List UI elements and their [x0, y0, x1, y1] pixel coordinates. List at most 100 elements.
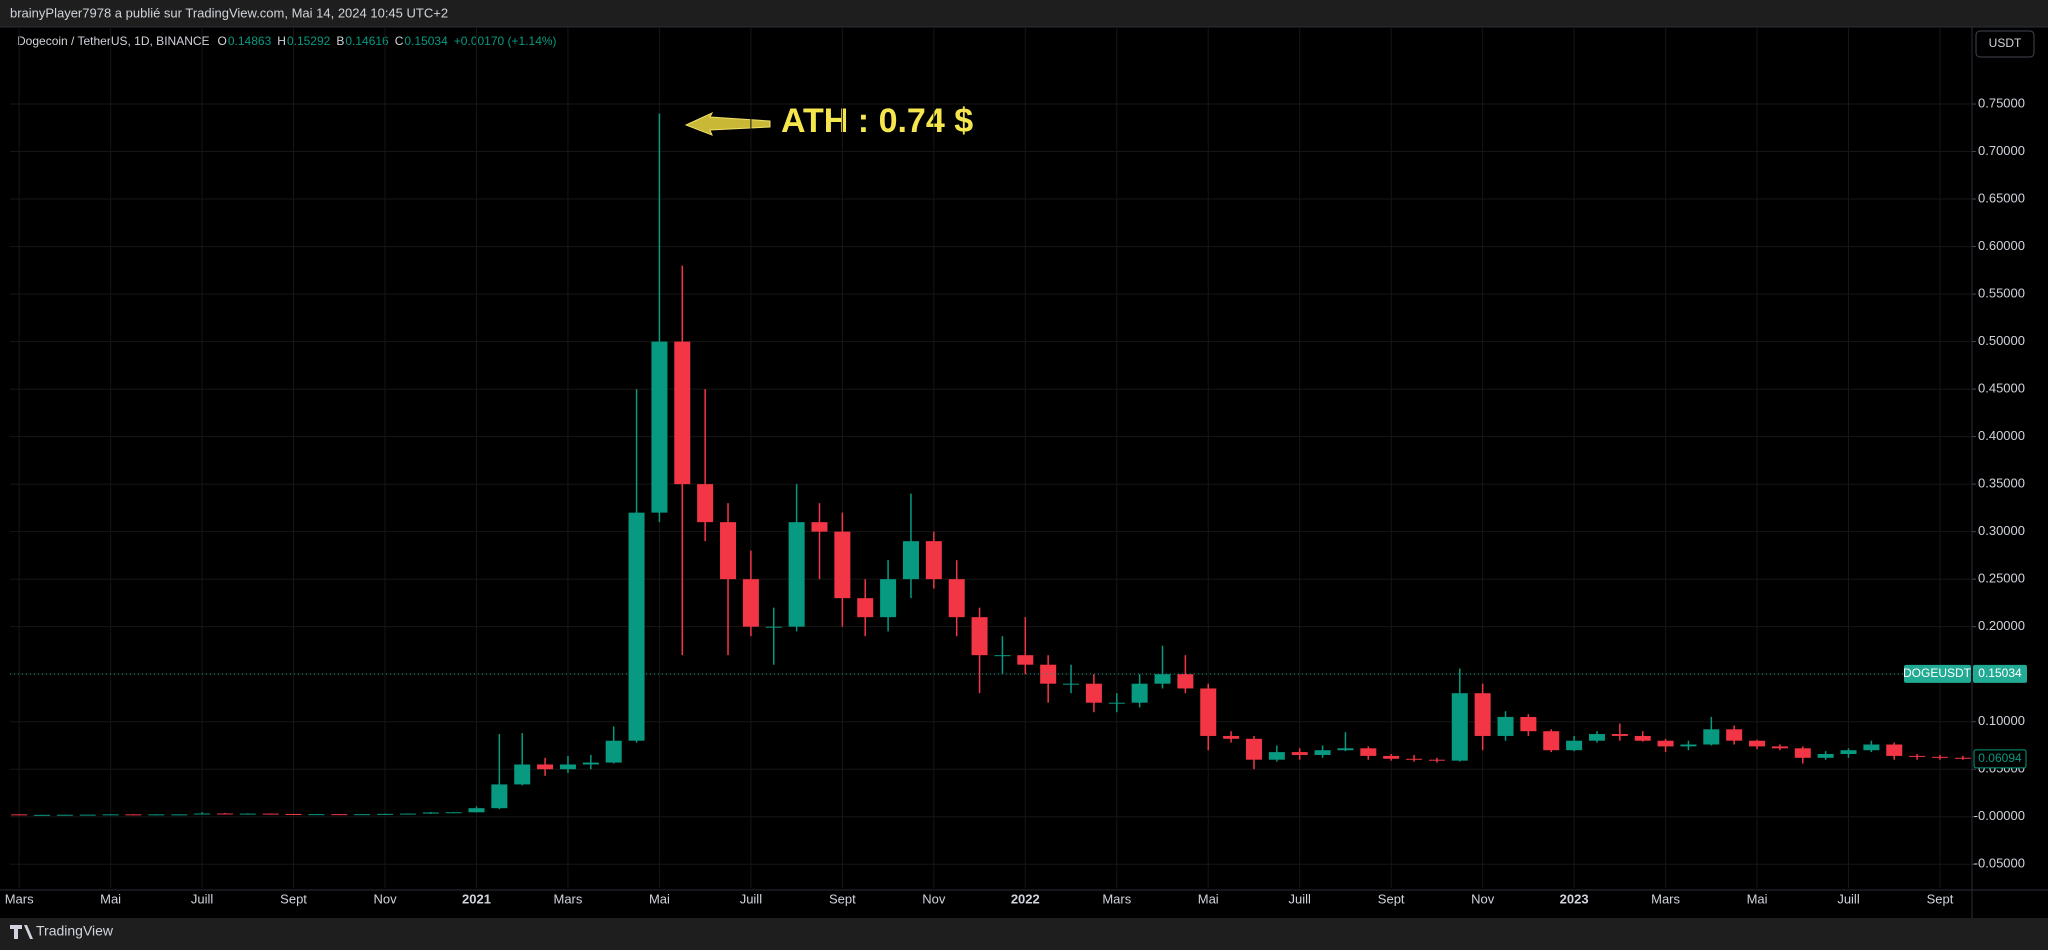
candle-body [1520, 716, 1537, 732]
candle-body [194, 813, 211, 815]
candle-body [1657, 740, 1674, 747]
candle-body [308, 814, 325, 816]
symbol-tag-label: DOGEUSDT [1903, 666, 1972, 680]
candle-body [971, 617, 988, 656]
candle-body [1040, 664, 1057, 684]
candle-body [1108, 702, 1125, 704]
candle-body [262, 813, 279, 815]
candle-body [377, 813, 394, 815]
y-tick-label: 0.70000 [1978, 143, 2025, 158]
candle-body [331, 814, 348, 816]
candle-body [1497, 716, 1514, 736]
candle-body [1886, 744, 1903, 756]
x-tick-label: Sept [280, 891, 307, 906]
x-tick-label: Mai [1747, 891, 1768, 906]
candle-body [1931, 756, 1948, 758]
candle-body [1749, 740, 1766, 747]
candle-body [171, 814, 188, 816]
currency-label: USDT [1989, 36, 2022, 50]
candle-body [674, 341, 691, 485]
x-tick-label: Nov [922, 891, 946, 906]
x-tick-label: Juill [1837, 891, 1860, 906]
footer-brand: TradingView [36, 923, 114, 939]
x-tick-label: Juill [1289, 891, 1312, 906]
candle-body [1794, 748, 1811, 758]
candle-body [1291, 752, 1308, 755]
ohlc-value: 0.15034 [404, 34, 448, 48]
candle-body [651, 341, 668, 513]
candle-body [148, 814, 165, 816]
candle-body [1474, 693, 1491, 736]
y-tick-label: 0.45000 [1978, 381, 2025, 396]
x-tick-label: Juill [740, 891, 763, 906]
candle-body [285, 813, 302, 815]
y-tick-label: 0.75000 [1978, 95, 2025, 110]
candle-body [491, 784, 508, 809]
candle-body [1680, 744, 1697, 747]
currency-button[interactable] [1975, 30, 2035, 58]
x-tick-label: 2023 [1560, 891, 1589, 906]
candle-body [925, 541, 942, 580]
y-tick-label: 0.65000 [1978, 190, 2025, 205]
candle-body [399, 813, 416, 815]
candle-body [1017, 655, 1034, 665]
symbol-tag [1904, 664, 1971, 683]
x-tick-label: Mai [100, 891, 121, 906]
candle-body [1840, 750, 1857, 755]
x-tick-label: Sept [1927, 891, 1954, 906]
candle-body [1588, 734, 1605, 741]
candle-body [1909, 755, 1926, 757]
ohlc-label: O [218, 34, 227, 48]
candle-body [422, 812, 439, 814]
y-tick-label: 0.50000 [1978, 333, 2025, 348]
candle-body [1703, 729, 1720, 745]
candle-body [1863, 744, 1880, 751]
candle-body [445, 812, 462, 814]
x-tick-label: Mai [649, 891, 670, 906]
candle-body [1634, 735, 1651, 741]
legend: Dogecoin / TetherUS, 1D, BINANCE O 0.14863… [17, 34, 557, 48]
candle-body [1131, 683, 1148, 703]
ohlc-label: B [336, 34, 344, 48]
candle-body [1566, 740, 1583, 751]
candle-body [1451, 693, 1468, 761]
ohlc-label: H [277, 34, 286, 48]
candle-body [1200, 688, 1217, 736]
candle-body [1063, 683, 1080, 685]
candle-body [1268, 752, 1285, 760]
y-tick-label: 0.10000 [1978, 713, 2025, 728]
candle-body [811, 522, 828, 532]
candle-body [720, 522, 737, 580]
candle-body [1428, 759, 1445, 761]
marker-tag [1973, 749, 2027, 769]
x-tick-label: Sept [829, 891, 856, 906]
candle-body [56, 814, 73, 816]
candle-body [697, 484, 714, 523]
candle-body [1543, 731, 1560, 751]
candle-body [902, 541, 919, 580]
candle-body [216, 813, 233, 815]
annotation-arrow [684, 111, 771, 136]
candle-body [1314, 750, 1331, 755]
top-bar [0, 0, 2048, 27]
x-tick-label: Nov [373, 891, 397, 906]
candle-body [239, 813, 256, 815]
candle-body [559, 764, 576, 770]
x-tick-label: Mars [1651, 891, 1680, 906]
x-tick-label: 2022 [1011, 891, 1040, 906]
candle-body [948, 579, 965, 618]
candle-body [79, 814, 96, 816]
candle-body [788, 522, 805, 627]
x-tick-label: 2021 [462, 891, 491, 906]
publish-info: brainyPlayer7978 a publié sur TradingVie… [10, 5, 448, 20]
candle-body [1611, 734, 1628, 736]
price-tag [1973, 664, 2027, 683]
x-tick-label: Mars [5, 891, 34, 906]
candle-body [834, 531, 851, 599]
ohlc-value: 0.14616 [345, 34, 389, 48]
y-tick-label: -0.05000 [1974, 856, 2025, 871]
change: +0.00170 (+1.14%) [454, 34, 557, 48]
candle-body [102, 814, 119, 816]
